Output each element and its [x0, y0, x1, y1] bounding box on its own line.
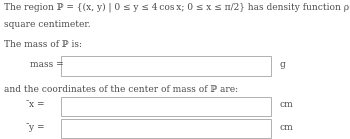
- Text: cm: cm: [280, 100, 294, 109]
- Text: The region ℙ = {(x, y) | 0 ≤ y ≤ 4 cos x; 0 ≤ x ≤ π/2} has density function ρ(x,: The region ℙ = {(x, y) | 0 ≤ y ≤ 4 cos x…: [4, 3, 350, 12]
- Text: The mass of ℙ is:: The mass of ℙ is:: [4, 40, 82, 49]
- Text: mass =: mass =: [30, 60, 63, 69]
- Text: square centimeter.: square centimeter.: [4, 20, 91, 29]
- Text: ̄y =: ̄y =: [30, 123, 45, 132]
- FancyBboxPatch shape: [61, 97, 271, 116]
- FancyBboxPatch shape: [61, 56, 271, 76]
- Text: ̄x =: ̄x =: [30, 100, 45, 109]
- Text: and the coordinates of the center of mass of ℙ are:: and the coordinates of the center of mas…: [4, 85, 238, 95]
- Text: cm: cm: [280, 123, 294, 132]
- FancyBboxPatch shape: [61, 119, 271, 138]
- Text: g: g: [280, 60, 286, 69]
